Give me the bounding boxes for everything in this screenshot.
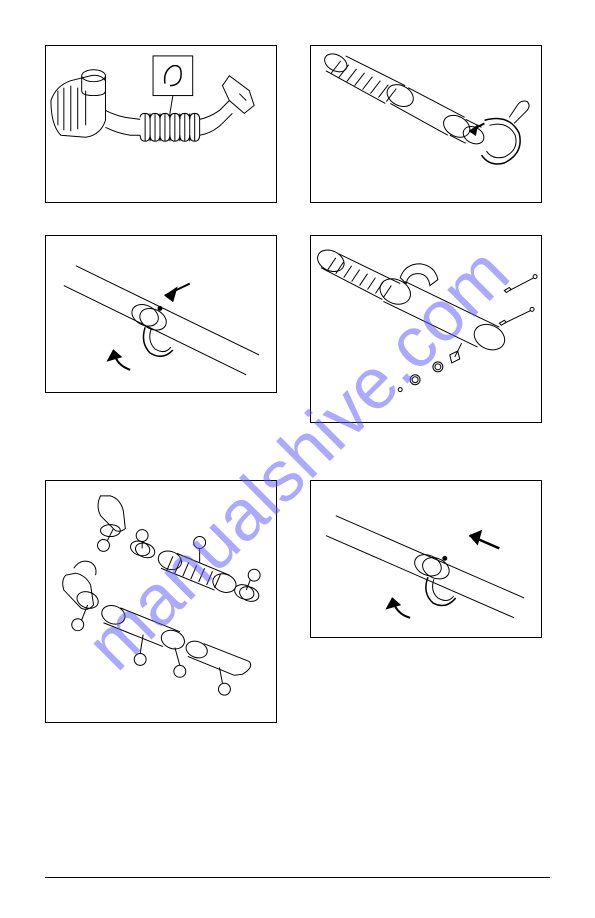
panel-engine-hose bbox=[45, 45, 277, 203]
exploded-view-illustration bbox=[46, 481, 276, 722]
engine-hose-illustration bbox=[46, 46, 276, 203]
panel-clamp-rotate-a bbox=[45, 235, 277, 393]
tube-clamp-illustration bbox=[311, 46, 541, 203]
panel-hose-screws bbox=[310, 235, 542, 423]
panel-clamp-rotate-b bbox=[310, 480, 542, 638]
footer-divider bbox=[45, 877, 550, 878]
panel-tube-clamp bbox=[310, 45, 542, 203]
hose-screws-illustration bbox=[311, 236, 541, 422]
clamp-rotate-illustration-a bbox=[46, 236, 276, 393]
clamp-rotate-illustration-b bbox=[311, 481, 541, 638]
panel-exploded-view bbox=[45, 480, 277, 723]
